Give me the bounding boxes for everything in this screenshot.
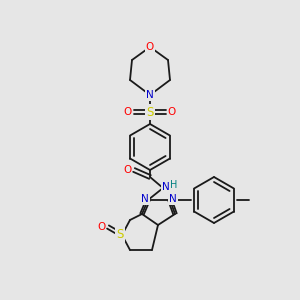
Text: N: N [141,194,149,204]
Text: O: O [123,165,131,175]
Text: N: N [169,194,177,204]
Text: O: O [124,107,132,117]
Text: O: O [168,107,176,117]
Text: N: N [162,182,170,192]
Text: S: S [146,106,154,118]
Text: N: N [146,90,154,100]
Text: O: O [97,222,105,232]
Text: H: H [170,180,178,190]
Text: S: S [116,229,124,242]
Text: O: O [146,42,154,52]
